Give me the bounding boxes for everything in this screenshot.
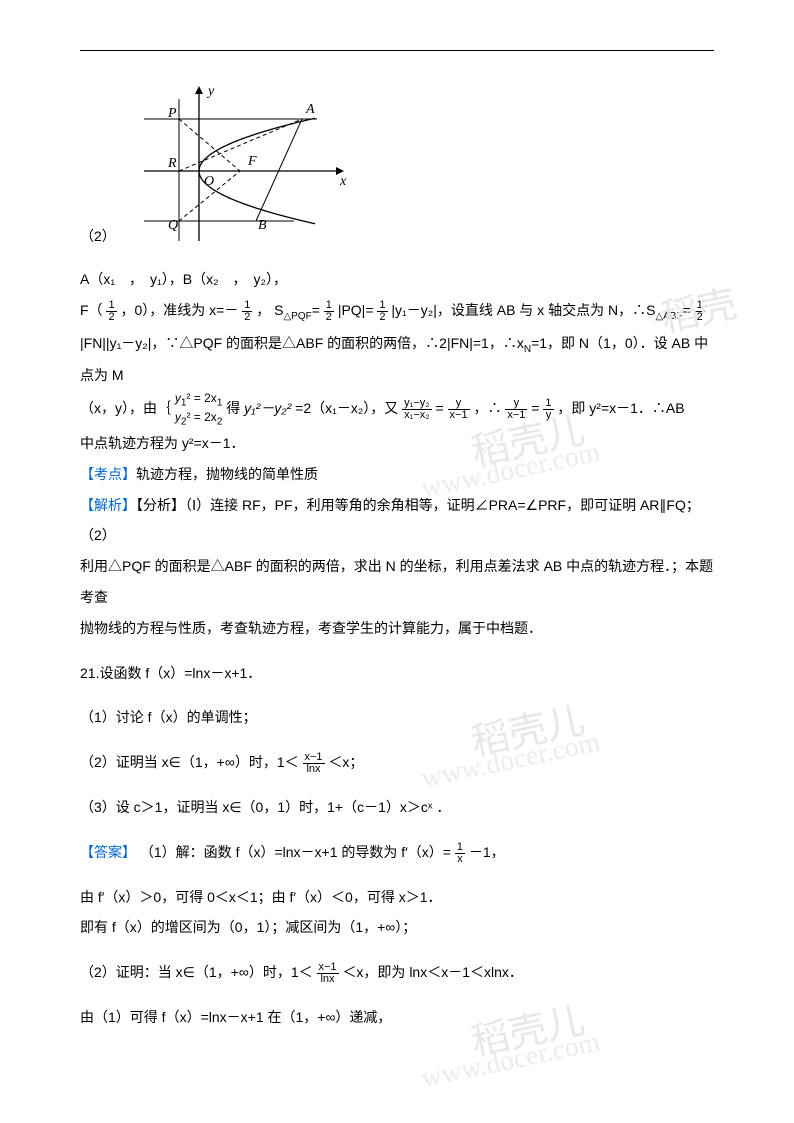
- t: = 2x: [190, 391, 216, 405]
- jiexi-3: 抛物线的方程与性质，考查轨迹方程，考查学生的计算能力，属于中档题．: [80, 613, 714, 644]
- d: x: [455, 854, 465, 865]
- figure-label: （2）: [80, 226, 116, 246]
- frac-xlnx: x−1lnx: [303, 752, 325, 775]
- t: ，∴: [473, 400, 505, 416]
- svg-text:Q: Q: [168, 218, 178, 233]
- sub: △PQF: [283, 311, 311, 322]
- d: 2: [106, 312, 116, 323]
- line-ab: A（x₁ ， y₁），B（x₂ ， y₂），: [80, 264, 714, 295]
- jiexi-2: 利用△PQF 的面积是△ABF 的面积的两倍，求出 N 的坐标，利用点差法求 A…: [80, 551, 714, 613]
- kao: 【考点】轨迹方程，抛物线的简单性质: [80, 459, 714, 490]
- parabola-figure: y x P A R F O Q B: [124, 81, 354, 246]
- t: －1，: [469, 844, 505, 860]
- n: 1: [695, 300, 705, 312]
- d: y: [543, 410, 553, 421]
- svg-text:A: A: [305, 102, 315, 117]
- t: ＜x，即为 lnx＜x－1＜xlnx．: [342, 964, 522, 980]
- t: = 2x: [190, 410, 216, 424]
- frac-yx2: yx−1: [505, 398, 527, 421]
- ans-1-p2: 由 f′（x）＞0，可得 0＜x＜1；由 f′（x）＜0，可得 x＞1．: [80, 882, 714, 913]
- jx-label: 【解析】: [80, 497, 136, 513]
- frac-yx: yx−1: [448, 398, 470, 421]
- line-f: F（ 12 ，0），准线为 x=－ 12 ， S△PQF= 12 |PQ|= 1…: [80, 295, 714, 328]
- d: x₁−x₂: [402, 410, 431, 421]
- frac-half-4: 12: [377, 300, 387, 323]
- d: 2: [242, 312, 252, 323]
- q21-1: （1）讨论 f（x）的单调性；: [80, 702, 714, 733]
- t: ＜x；: [328, 754, 363, 770]
- d: x−1: [448, 410, 470, 421]
- n: 1: [242, 300, 252, 312]
- ans-2: （2）证明：当 x∈（1，+∞）时，1＜ x−1lnx ＜x，即为 lnx＜x－…: [80, 957, 714, 988]
- top-rule: [80, 50, 714, 51]
- kao-label: 【考点】: [80, 466, 136, 482]
- d: x−1: [505, 410, 527, 421]
- n: 1: [455, 842, 465, 854]
- ans-1-p3: 即有 f（x）的增区间为（0，1）；减区间为（1，+∞）；: [80, 912, 714, 943]
- frac-half-1: 12: [106, 300, 116, 323]
- svg-text:R: R: [167, 156, 177, 171]
- d: lnx: [317, 974, 339, 985]
- t: y₁²－y₂²: [244, 400, 291, 416]
- frac-half-3: 12: [324, 300, 334, 323]
- n: 1: [324, 300, 334, 312]
- t: （2）证明当 x∈（1，+∞）时，1＜: [80, 754, 303, 770]
- d: lnx: [303, 764, 325, 775]
- line-mid: 中点轨迹方程为 y²=x－1．: [80, 428, 714, 459]
- n: 1: [377, 300, 387, 312]
- t: ， S: [256, 302, 283, 318]
- brace: y1² = 2x1 y2² = 2x2: [175, 391, 222, 428]
- s: 1: [217, 398, 223, 409]
- frac-half-5: 12: [695, 300, 705, 323]
- line-fn: |FN||y₁－y₂|，∵△PQF 的面积是△ABF 的面积的两倍，∴2|FN|…: [80, 328, 714, 392]
- svg-text:x: x: [339, 174, 347, 189]
- t: |y₁－y₂|，设直线 AB 与 x 轴交点为 N，∴S: [391, 302, 655, 318]
- svg-text:P: P: [167, 106, 177, 121]
- sub: △ABF: [655, 311, 682, 322]
- t: 得: [226, 400, 240, 416]
- svg-text:O: O: [204, 174, 214, 189]
- ans-last: 由（1）可得 f（x）=lnx－x+1 在（1，+∞）递减，: [80, 1002, 714, 1033]
- t: =: [531, 400, 543, 416]
- frac-xlnx2: x−1lnx: [317, 962, 339, 985]
- sub: N: [524, 343, 531, 354]
- figure-wrap: （2） y x P A R F O Q B: [80, 81, 714, 246]
- jiexi-1: 【解析】【分析】（Ⅰ）连接 RF，PF，利用等角的余角相等，证明∠PRA=∠PR…: [80, 490, 714, 552]
- t: （2）证明：当 x∈（1，+∞）时，1＜: [80, 964, 317, 980]
- t: =2（x₁－x₂），又: [295, 400, 402, 416]
- frac-slope: y₁−y₂x₁−x₂: [402, 398, 431, 421]
- frac-1y: 1y: [543, 398, 553, 421]
- svg-text:B: B: [258, 218, 267, 233]
- s: 2: [217, 416, 223, 427]
- t: ，即 y²=x－1．∴AB: [557, 400, 684, 416]
- ans-label: 【答案】: [80, 844, 136, 860]
- svg-text:F: F: [247, 154, 257, 169]
- d: 2: [695, 312, 705, 323]
- t: |PQ|=: [338, 302, 378, 318]
- q21-2: （2）证明当 x∈（1，+∞）时，1＜ x−1lnx ＜x；: [80, 747, 714, 778]
- kao-text: 轨迹方程，抛物线的简单性质: [136, 466, 318, 482]
- d: 2: [377, 312, 387, 323]
- q21: 21.设函数 f（x）=lnx－x+1．: [80, 658, 714, 689]
- t: F（: [80, 302, 106, 318]
- t: =: [312, 302, 324, 318]
- n: 1: [106, 300, 116, 312]
- frac-1x: 1x: [455, 842, 465, 865]
- t: =: [435, 400, 447, 416]
- t: ，0），准线为 x=－: [120, 302, 242, 318]
- q21-3: （3）设 c＞1，证明当 x∈（0，1）时，1+（c－1）x＞cˣ ．: [80, 792, 714, 823]
- line-m: （x，y），由｛ y1² = 2x1 y2² = 2x2 得 y₁²－y₂² =…: [80, 391, 714, 428]
- t: =: [683, 302, 695, 318]
- t: |FN||y₁－y₂|，∵△PQF 的面积是△ABF 的面积的两倍，∴2|FN|…: [80, 335, 524, 351]
- ans-1: 【答案】 （1）解：函数 f（x）=lnx－x+1 的导数为 f′（x）= 1x…: [80, 837, 714, 868]
- t: （x，y），由｛: [80, 400, 171, 416]
- frac-half-2: 12: [242, 300, 252, 323]
- t: 【分析】（Ⅰ）连接 RF，PF，利用等角的余角相等，证明∠PRA=∠PRF，即可…: [80, 497, 700, 544]
- svg-text:y: y: [206, 84, 215, 99]
- t: （1）解：函数 f（x）=lnx－x+1 的导数为 f′（x）=: [140, 844, 455, 860]
- d: 2: [324, 312, 334, 323]
